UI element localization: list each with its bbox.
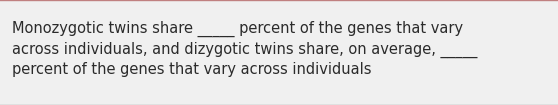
Text: Monozygotic twins share _____ percent of the genes that vary
across individuals,: Monozygotic twins share _____ percent of… (12, 21, 478, 77)
